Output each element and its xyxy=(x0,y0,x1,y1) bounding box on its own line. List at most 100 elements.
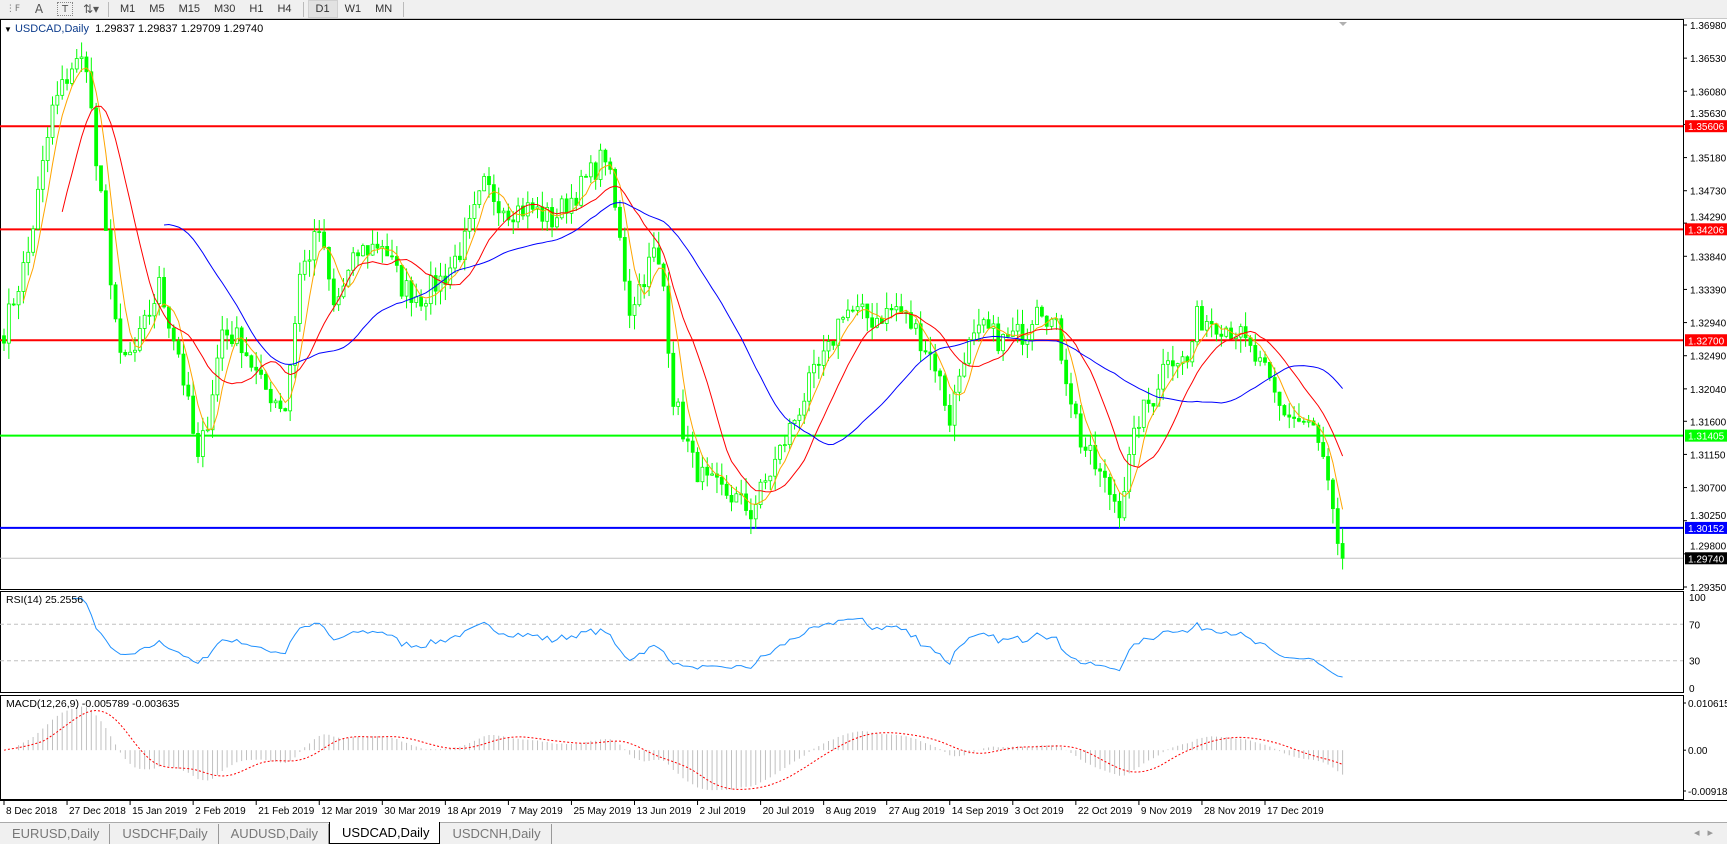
collapse-triangle-icon[interactable]: ▼ xyxy=(4,25,12,34)
candle-body xyxy=(118,318,123,353)
candle-body xyxy=(1170,360,1175,367)
candle-body xyxy=(302,260,307,275)
price-tick-label: 1.32940 xyxy=(1690,319,1727,330)
price-tick-label: 1.30250 xyxy=(1690,511,1727,522)
candle-body xyxy=(273,400,278,404)
candle-body xyxy=(559,198,564,219)
period-separator-icon[interactable]: ⋮F xyxy=(5,4,21,14)
candle-body xyxy=(244,352,249,357)
candle-body xyxy=(491,184,496,202)
candle-body xyxy=(336,296,341,306)
timeframe-d1[interactable]: D1 xyxy=(307,0,338,18)
candle-body xyxy=(855,306,860,311)
candle-body xyxy=(1161,363,1166,390)
moving-average-1 xyxy=(22,67,1344,510)
candle-body xyxy=(327,246,331,280)
symbol-label: USDCAD,Daily xyxy=(14,23,89,35)
candle-body xyxy=(1132,427,1136,455)
candle-body xyxy=(249,355,254,368)
candle-body xyxy=(564,198,569,214)
candle-body xyxy=(1049,318,1054,327)
price-chart[interactable]: 1.36980 1.36530 1.36080 1.35630 1.35180 1.347… xyxy=(0,19,1727,822)
timeframe-m30[interactable]: M30 xyxy=(213,3,236,15)
candle-body xyxy=(1204,321,1209,331)
tab-usdchf[interactable]: USDCHF,Daily xyxy=(110,824,219,844)
candle-body xyxy=(1025,339,1030,345)
candle-body xyxy=(996,323,1001,352)
rsi-label: RSI(14) 25.2556 xyxy=(6,594,84,606)
candle-body xyxy=(1301,420,1306,423)
timeframe-h4[interactable]: H4 xyxy=(277,3,292,15)
candle-body xyxy=(569,197,574,214)
text-icon[interactable]: A xyxy=(34,2,44,16)
candle-body xyxy=(909,312,913,329)
line-price-label-3-bg xyxy=(1685,429,1727,442)
candle-body xyxy=(967,339,972,364)
timeframe-mn[interactable]: MN xyxy=(375,3,393,15)
date-tick-label: 9 Nov 2019 xyxy=(1141,806,1193,817)
candle-body xyxy=(875,317,879,328)
candle-body xyxy=(705,466,710,476)
date-tick-label: 12 Mar 2019 xyxy=(321,806,378,817)
candle-body xyxy=(171,327,176,342)
tab-scroll-arrows-icon[interactable]: ◂▸ xyxy=(1693,826,1721,839)
candle-body xyxy=(884,308,889,324)
price-tick-label: 1.32040 xyxy=(1690,385,1727,396)
timeframe-h1[interactable]: H1 xyxy=(249,3,264,15)
candle-body xyxy=(1040,306,1044,317)
candle-body xyxy=(889,308,894,311)
candle-body xyxy=(933,353,938,372)
tab-eurusd[interactable]: EURUSD,Daily xyxy=(0,824,111,844)
price-tick-label: 1.32490 xyxy=(1690,352,1727,363)
timeframe-m15[interactable]: M15 xyxy=(178,3,200,15)
candle-body xyxy=(671,352,676,407)
candle-body xyxy=(1088,444,1093,451)
candle-body xyxy=(1258,357,1263,362)
candle-body xyxy=(375,243,380,249)
bid-price-label-bg xyxy=(1685,552,1727,565)
date-tick-label: 8 Dec 2018 xyxy=(6,806,58,817)
candle-body xyxy=(1137,426,1141,429)
candle-body xyxy=(65,79,69,84)
candle-body xyxy=(16,291,21,306)
candles xyxy=(2,42,1345,570)
macd-tick-label: 0.00 xyxy=(1688,746,1708,757)
candle-body xyxy=(613,168,617,208)
rsi-tick-label: 100 xyxy=(1689,593,1706,604)
date-tick-label: 21 Feb 2019 xyxy=(258,806,315,817)
candle-body xyxy=(239,327,244,354)
date-tick-label: 15 Jan 2019 xyxy=(132,806,187,817)
candle-body xyxy=(1306,420,1311,423)
candle-body xyxy=(390,255,394,258)
chart-shift-marker-icon xyxy=(1339,22,1347,26)
candle-body xyxy=(191,395,196,434)
candle-body xyxy=(79,56,84,59)
tab-audusd[interactable]: AUDUSD,Daily xyxy=(219,824,330,844)
line-price-label-4-bg xyxy=(1685,521,1727,534)
timeframe-w1[interactable]: W1 xyxy=(344,3,362,15)
candle-body xyxy=(457,255,462,261)
date-tick-label: 27 Dec 2018 xyxy=(69,806,126,817)
candle-body xyxy=(11,303,16,306)
candle-body xyxy=(496,201,501,214)
candle-body xyxy=(1107,476,1112,495)
candle-body xyxy=(729,494,734,503)
price-tick-label: 1.29800 xyxy=(1690,541,1727,552)
candle-body xyxy=(957,375,962,393)
candle-body xyxy=(1267,361,1272,378)
tab-usdcad[interactable]: USDCAD,Daily xyxy=(329,822,441,844)
candle-body xyxy=(1326,456,1330,481)
candle-body xyxy=(1335,508,1340,544)
arrows-icon[interactable]: ⇅▾ xyxy=(82,2,100,16)
price-tick-label: 1.36530 xyxy=(1690,54,1727,65)
candle-body xyxy=(826,341,831,352)
candle-body xyxy=(113,284,118,320)
candle-body xyxy=(293,323,297,366)
tab-usdcnh[interactable]: USDCNH,Daily xyxy=(440,824,552,844)
toolbar-divider xyxy=(108,1,109,17)
candle-body xyxy=(1200,306,1204,331)
text-label-icon[interactable]: T xyxy=(57,2,73,16)
timeframe-m1[interactable]: M1 xyxy=(120,3,136,15)
timeframe-m5[interactable]: M5 xyxy=(149,3,165,15)
candle-body xyxy=(923,350,928,353)
